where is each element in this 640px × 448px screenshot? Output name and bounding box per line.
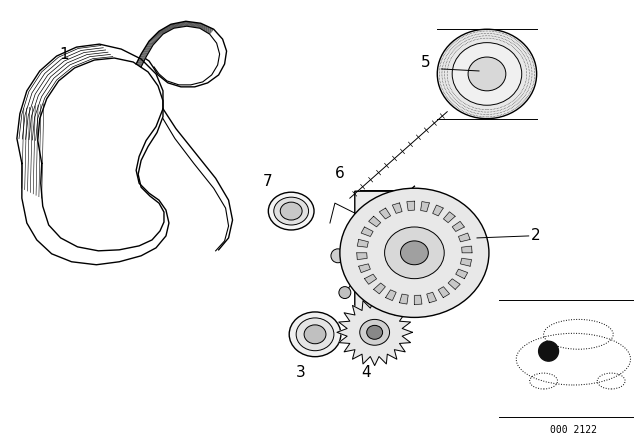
Polygon shape [444, 212, 455, 223]
Polygon shape [380, 208, 390, 219]
Circle shape [539, 341, 559, 361]
Polygon shape [357, 239, 369, 247]
Ellipse shape [360, 319, 390, 345]
Ellipse shape [280, 202, 302, 220]
Polygon shape [369, 216, 381, 227]
Polygon shape [456, 269, 468, 279]
Ellipse shape [268, 192, 314, 230]
Ellipse shape [437, 29, 537, 119]
Ellipse shape [385, 227, 444, 279]
Text: 5: 5 [421, 55, 431, 70]
Polygon shape [448, 279, 460, 289]
Ellipse shape [274, 197, 308, 225]
Polygon shape [365, 274, 376, 284]
Ellipse shape [304, 325, 326, 344]
Ellipse shape [367, 325, 383, 339]
Text: 2: 2 [531, 228, 540, 243]
Polygon shape [356, 253, 367, 259]
Polygon shape [359, 264, 371, 272]
Ellipse shape [468, 57, 506, 91]
Ellipse shape [296, 318, 334, 351]
Polygon shape [392, 203, 402, 213]
PathPatch shape [355, 191, 469, 314]
Ellipse shape [401, 241, 428, 265]
Polygon shape [438, 287, 449, 297]
Polygon shape [361, 227, 373, 237]
Polygon shape [420, 202, 429, 211]
Text: 7: 7 [262, 174, 272, 189]
Polygon shape [458, 233, 470, 242]
Polygon shape [374, 283, 385, 294]
Polygon shape [337, 299, 412, 366]
Polygon shape [452, 221, 465, 232]
Polygon shape [415, 295, 422, 305]
Polygon shape [427, 292, 436, 303]
Ellipse shape [289, 312, 341, 357]
Text: 1: 1 [60, 47, 69, 62]
Circle shape [339, 287, 351, 298]
Text: 000 2122: 000 2122 [550, 425, 597, 435]
Polygon shape [399, 294, 408, 304]
Text: 4: 4 [362, 365, 371, 380]
Polygon shape [461, 258, 472, 266]
Polygon shape [461, 246, 472, 253]
Ellipse shape [340, 188, 489, 318]
Text: 6: 6 [335, 166, 345, 181]
Text: 3: 3 [296, 365, 306, 380]
Circle shape [331, 249, 345, 263]
Polygon shape [385, 290, 396, 301]
Ellipse shape [452, 43, 522, 105]
Polygon shape [407, 201, 415, 211]
Polygon shape [433, 205, 444, 216]
